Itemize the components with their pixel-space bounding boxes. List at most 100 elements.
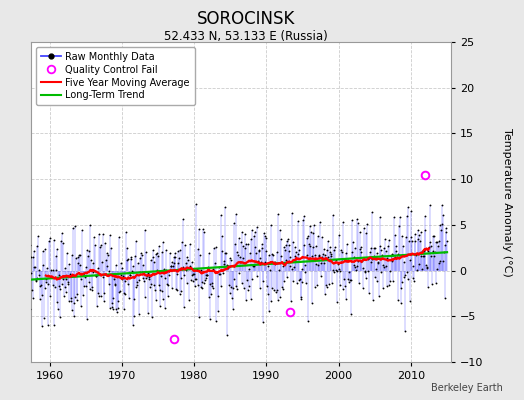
- Point: [132, 238, 140, 244]
- Point: [41, 246, 49, 253]
- Point: [374, 260, 383, 266]
- Point: [265, 308, 273, 314]
- Point: [180, 272, 189, 278]
- Point: [115, 233, 124, 240]
- Point: [306, 223, 314, 230]
- Point: [422, 262, 430, 268]
- Point: [63, 250, 71, 256]
- Point: [210, 269, 219, 276]
- Point: [36, 295, 45, 302]
- Point: [429, 233, 438, 240]
- Point: [135, 277, 143, 283]
- Point: [396, 214, 404, 220]
- Point: [47, 267, 56, 273]
- Point: [116, 288, 124, 294]
- Point: [390, 214, 398, 220]
- Point: [104, 252, 112, 258]
- Point: [230, 220, 238, 226]
- Point: [152, 296, 160, 303]
- Point: [303, 251, 311, 258]
- Point: [75, 262, 84, 268]
- Point: [329, 212, 337, 219]
- Point: [69, 313, 78, 320]
- Point: [156, 302, 164, 309]
- Point: [68, 252, 77, 259]
- Point: [35, 271, 43, 278]
- Point: [159, 296, 167, 303]
- Point: [294, 247, 303, 253]
- Point: [351, 244, 359, 251]
- Point: [147, 257, 155, 263]
- Point: [75, 251, 83, 258]
- Point: [370, 253, 378, 259]
- Point: [24, 278, 32, 284]
- Point: [409, 275, 418, 282]
- Point: [43, 322, 52, 328]
- Point: [232, 283, 240, 290]
- Point: [152, 267, 161, 273]
- Point: [57, 238, 65, 244]
- Point: [199, 226, 208, 233]
- Point: [386, 278, 395, 285]
- Point: [343, 241, 351, 247]
- Point: [80, 272, 88, 278]
- Point: [407, 208, 415, 214]
- Point: [184, 256, 192, 263]
- Point: [139, 275, 147, 281]
- Point: [71, 222, 79, 229]
- Point: [253, 223, 261, 230]
- Point: [66, 271, 74, 277]
- Point: [111, 281, 119, 288]
- Point: [241, 244, 249, 251]
- Point: [405, 237, 413, 244]
- Point: [221, 250, 229, 256]
- Point: [365, 255, 374, 261]
- Point: [427, 243, 435, 249]
- Point: [368, 209, 377, 215]
- Point: [428, 281, 436, 287]
- Point: [33, 243, 41, 249]
- Point: [398, 278, 406, 285]
- Point: [250, 233, 258, 239]
- Point: [431, 239, 440, 246]
- Point: [92, 273, 100, 279]
- Point: [276, 226, 284, 233]
- Point: [169, 263, 177, 270]
- Point: [342, 250, 351, 256]
- Point: [331, 244, 339, 250]
- Point: [297, 294, 305, 300]
- Point: [107, 304, 116, 310]
- Point: [242, 297, 250, 303]
- Point: [391, 243, 400, 249]
- Point: [334, 261, 342, 267]
- Point: [93, 290, 102, 296]
- Point: [403, 269, 411, 275]
- Point: [264, 263, 272, 270]
- Point: [410, 231, 419, 238]
- Point: [172, 286, 180, 292]
- Point: [415, 260, 423, 267]
- Point: [154, 253, 162, 259]
- Point: [238, 280, 246, 286]
- Point: [371, 245, 379, 251]
- Point: [145, 276, 153, 282]
- Point: [420, 253, 428, 260]
- Point: [121, 278, 129, 284]
- Point: [176, 247, 184, 253]
- Point: [351, 264, 359, 270]
- Point: [243, 277, 251, 284]
- Point: [359, 285, 367, 291]
- Point: [285, 248, 293, 254]
- Point: [226, 290, 234, 296]
- Point: [48, 267, 57, 273]
- Point: [357, 244, 366, 250]
- Point: [231, 241, 239, 247]
- Point: [395, 254, 403, 260]
- Point: [26, 306, 34, 312]
- Point: [283, 274, 292, 280]
- Point: [387, 258, 396, 264]
- Point: [308, 300, 316, 306]
- Point: [192, 201, 201, 208]
- Point: [307, 252, 315, 259]
- Point: [148, 313, 156, 320]
